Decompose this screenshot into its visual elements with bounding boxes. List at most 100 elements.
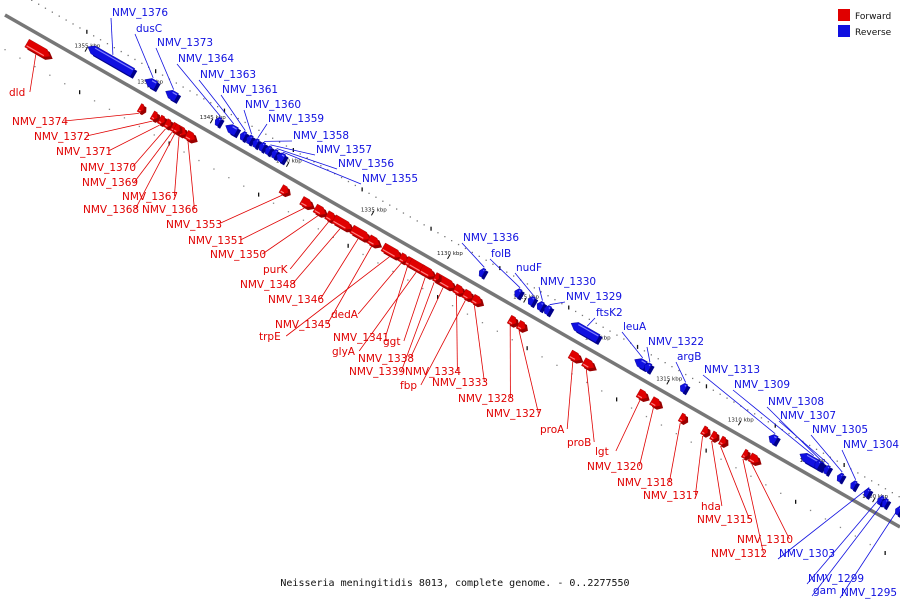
- gene-nmv_1339[interactable]: [432, 272, 442, 285]
- scale-dot: [616, 334, 618, 336]
- gene-nmv_1305[interactable]: [836, 472, 847, 485]
- label-connector: [132, 128, 166, 168]
- scale-dot: [588, 318, 590, 320]
- gene-arrow: [635, 388, 648, 400]
- scale-dot: [354, 184, 356, 187]
- gene-nmv_1361[interactable]: [239, 131, 250, 144]
- gene-nmv_1304[interactable]: [850, 480, 860, 493]
- gene-nmv_1348[interactable]: [331, 214, 355, 233]
- gene-nmv_1333[interactable]: [470, 293, 485, 308]
- gene-label-nmv_1334: NMV_1334: [405, 366, 461, 378]
- gene-arrow: [418, 264, 435, 278]
- gene-nmv_1351[interactable]: [299, 196, 315, 211]
- gene-nmv_1317[interactable]: [700, 425, 711, 438]
- scale-dot: [698, 381, 701, 383]
- gene-nmv_1364[interactable]: [214, 116, 225, 129]
- gene-nmv_1358[interactable]: [258, 141, 269, 154]
- gene-ggt[interactable]: [418, 264, 438, 280]
- gene-arrow: [452, 283, 464, 295]
- scale-dot: [857, 472, 859, 474]
- gene-nmv_1353[interactable]: [278, 184, 291, 198]
- gene-nmv_1336[interactable]: [478, 267, 489, 280]
- scale-dot: [657, 358, 659, 360]
- gene-arrow: [634, 358, 648, 370]
- scale-dot: [4, 49, 6, 51]
- label-connector: [621, 331, 644, 359]
- gene-nmv_1355[interactable]: [276, 152, 289, 166]
- scale-dot: [278, 141, 281, 143]
- gene-folb[interactable]: [514, 288, 525, 301]
- gene-nmv_1303[interactable]: [863, 487, 874, 500]
- gene-trpe[interactable]: [380, 242, 404, 261]
- gene-proa[interactable]: [567, 349, 584, 364]
- gene-nmv_1373[interactable]: [165, 89, 182, 104]
- scale-dot: [79, 27, 81, 29]
- gene-nmv_1322[interactable]: [644, 362, 655, 375]
- scale-tick-label: 1140 kbp: [276, 159, 302, 165]
- gene-nmv_1345[interactable]: [366, 234, 383, 249]
- gene-argb[interactable]: [680, 382, 691, 396]
- gene-nmv_1372[interactable]: [149, 110, 161, 123]
- gene-nmv_1327[interactable]: [515, 320, 528, 333]
- gene-nmv_1363[interactable]: [225, 124, 242, 139]
- gene-lgt[interactable]: [635, 388, 650, 403]
- gene-label-glya: glyA: [332, 346, 356, 358]
- scale-tick-mark: [737, 420, 742, 426]
- scale-dot: [430, 226, 432, 231]
- scale-dot: [733, 401, 735, 403]
- scale-dot: [244, 121, 246, 124]
- label-connector: [198, 79, 235, 125]
- label-connector: [585, 369, 595, 443]
- gene-hda[interactable]: [709, 430, 720, 443]
- gene-nmv_1310[interactable]: [747, 452, 762, 467]
- gene-nudf[interactable]: [527, 295, 539, 309]
- gene-nmv_1357[interactable]: [264, 145, 275, 158]
- gene-nmv_1350[interactable]: [312, 203, 329, 218]
- gene-prob[interactable]: [581, 357, 597, 372]
- gene-nmv_1370[interactable]: [163, 118, 174, 131]
- scale-dot: [332, 236, 334, 238]
- gene-gam[interactable]: [881, 498, 892, 511]
- gene-shadow: [743, 451, 751, 461]
- gene-nmv_1330[interactable]: [536, 301, 548, 314]
- gene-highlight: [382, 248, 395, 257]
- scale-tick-mark: [285, 162, 290, 168]
- gene-nmv_1307[interactable]: [823, 464, 834, 477]
- gene-nmv_1315[interactable]: [718, 435, 729, 448]
- gene-nmv_1320[interactable]: [649, 396, 664, 410]
- scale-dot: [422, 287, 424, 290]
- gene-nmv_1313[interactable]: [768, 434, 781, 447]
- scale-dot: [871, 480, 873, 482]
- scale-dot: [320, 165, 322, 167]
- gene-highlight: [641, 360, 647, 364]
- legend-forward-swatch: [838, 9, 850, 21]
- scale-dot: [609, 330, 611, 332]
- gene-nmv_1366[interactable]: [183, 130, 198, 144]
- gene-nmv_1368[interactable]: [172, 123, 183, 136]
- gene-nmv_1308[interactable]: [814, 459, 825, 472]
- scale-dot: [113, 47, 115, 49]
- gene-highlight: [582, 363, 589, 368]
- gene-ftsk2[interactable]: [570, 322, 603, 346]
- gene-nmv_1346[interactable]: [349, 224, 373, 243]
- gene-nmv_1374[interactable]: [136, 103, 147, 116]
- gene-nmv_1329[interactable]: [543, 305, 555, 318]
- genome-caption: Neisseria meningitidis 8013, complete ge…: [280, 578, 629, 589]
- gene-label-nmv_1315: NMV_1315: [697, 514, 753, 526]
- gene-dld[interactable]: [24, 38, 53, 60]
- scale-dot: [251, 125, 253, 127]
- gene-nmv_1376[interactable]: [87, 45, 138, 79]
- gene-nmv_1318[interactable]: [677, 412, 689, 425]
- gene-nmv_1295[interactable]: [895, 505, 900, 518]
- gene-nmv_1328[interactable]: [506, 314, 520, 328]
- scale-dot: [636, 344, 639, 349]
- gene-label-nmv_1299: NMV_1299: [808, 573, 864, 585]
- gene-dusc[interactable]: [144, 78, 161, 93]
- scale-dot: [478, 255, 480, 257]
- scale-dot: [788, 432, 790, 435]
- scale-dot: [839, 526, 842, 529]
- gene-label-nmv_1374: NMV_1374: [12, 116, 68, 128]
- gene-nmv_1312[interactable]: [740, 448, 751, 461]
- gene-nmv_1360[interactable]: [246, 134, 256, 147]
- gene-nmv_1359[interactable]: [252, 138, 263, 151]
